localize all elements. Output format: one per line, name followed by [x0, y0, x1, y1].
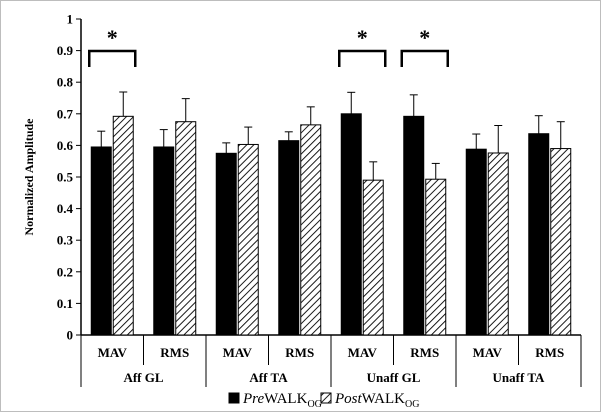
- bar-post: [487, 152, 509, 336]
- y-tick-label: 0.3: [57, 233, 74, 248]
- bar-pre: [528, 133, 550, 336]
- y-axis-label: Normalized Amplitude: [22, 118, 36, 236]
- y-tick-label: 0: [67, 328, 74, 343]
- y-tick-label: 0.2: [57, 264, 73, 279]
- bar-post: [425, 178, 447, 336]
- legend-swatch: [228, 392, 240, 404]
- bar-pre: [215, 152, 237, 336]
- y-tick-label: 0.6: [57, 138, 74, 153]
- group-label: Aff TA: [249, 370, 288, 385]
- bar-post: [362, 179, 384, 336]
- bar-pre: [90, 146, 112, 336]
- x-tick-label: RMS: [535, 345, 564, 360]
- x-tick-label: RMS: [160, 345, 189, 360]
- significance-bracket: [88, 49, 137, 67]
- group-label: Aff GL: [123, 370, 163, 385]
- significance-bracket: [338, 49, 387, 67]
- y-tick-label: 0.8: [57, 75, 74, 90]
- significance-star: *: [357, 25, 368, 50]
- bar-post: [237, 143, 259, 336]
- bar-post: [300, 124, 322, 336]
- y-tick-label: 0.4: [57, 201, 74, 216]
- significance-star: *: [419, 25, 430, 50]
- y-tick-label: 1: [67, 12, 74, 27]
- legend-label: PreWALKOG: [242, 391, 322, 410]
- bar-pre: [403, 115, 425, 336]
- group-label: Unaff TA: [493, 370, 545, 385]
- legend-swatch: [320, 392, 332, 404]
- y-tick-label: 0.1: [57, 296, 73, 311]
- bar-pre: [278, 140, 300, 336]
- y-tick-label: 0.5: [57, 170, 74, 185]
- x-tick-label: RMS: [285, 345, 314, 360]
- x-tick-label: RMS: [410, 345, 439, 360]
- bar-pre: [340, 113, 362, 336]
- legend-label: PostWALKOG: [334, 391, 419, 410]
- bar-post: [175, 121, 197, 336]
- significance-bracket: [400, 49, 449, 67]
- x-tick-label: MAV: [348, 345, 378, 360]
- significance-star: *: [107, 25, 118, 50]
- bar-post: [550, 148, 572, 336]
- x-tick-label: MAV: [98, 345, 128, 360]
- x-tick-label: MAV: [223, 345, 253, 360]
- bar-post: [112, 115, 134, 336]
- bar-pre: [153, 146, 175, 336]
- plot-area: 0 0.1 0.2 0.3 0.4 0.5 0.6 0.7 0.8 0.9 1 MAV RMS MAV RM…: [57, 12, 582, 410]
- y-tick-label: 0.9: [57, 43, 74, 58]
- x-tick-label: MAV: [473, 345, 503, 360]
- bar-pre: [465, 148, 487, 336]
- group-label: Unaff GL: [367, 370, 421, 385]
- y-tick-label: 0.7: [57, 106, 74, 121]
